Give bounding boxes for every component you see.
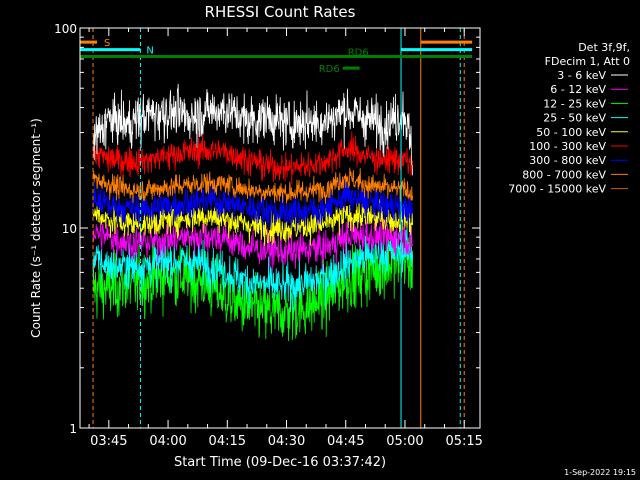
legend-entry-label: 800 - 7000 keV	[522, 168, 606, 181]
night-label: N	[146, 46, 153, 57]
legend-entry-label: 6 - 12 keV	[550, 83, 606, 96]
series-25-50-kev	[92, 220, 413, 313]
legend-entry-label: 7000 - 15000 keV	[508, 183, 606, 196]
rd6-label: RD6	[319, 64, 340, 75]
legend-entry-label: 25 - 50 keV	[543, 112, 606, 125]
x-tick-label: 05:15	[445, 434, 482, 449]
annotation-layer: S N RD6 RD6	[80, 28, 473, 428]
series-6-12-kev	[92, 215, 413, 273]
legend-entry-label: 3 - 6 keV	[557, 69, 606, 82]
series-100-300-kev	[92, 131, 413, 185]
x-axis-label: Start Time (09-Dec-16 03:37:42)	[174, 455, 386, 470]
series-3-6-kev	[92, 83, 413, 176]
y-tick-label: 100	[54, 22, 77, 36]
legend-entry-label: 300 - 800 keV	[529, 154, 606, 167]
legend-header: Det 3f,9f,	[578, 41, 630, 54]
axes-layer: 1 10 100 03:45 04:00 04:15 04:30 04:45 05:00 05:1…	[54, 22, 483, 449]
legend-header: FDecim 1, Att 0	[545, 55, 630, 68]
rd6-label: RD6	[348, 48, 369, 59]
series-300-800-kev	[92, 176, 413, 232]
x-tick-label: 04:45	[327, 434, 364, 449]
legend-entry-label: 100 - 300 keV	[529, 140, 606, 153]
attenuator-label: S	[104, 38, 110, 49]
y-tick-label: 1	[69, 422, 77, 436]
series-50-100-kev	[92, 199, 413, 246]
series-800-7000-kev	[92, 167, 413, 204]
footer-timestamp: 1-Sep-2022 19:15	[564, 468, 636, 477]
data-layer	[92, 83, 413, 342]
chart-title: RHESSI Count Rates	[205, 3, 356, 21]
y-axis-label: Count Rate (s⁻¹ detector segment⁻¹)	[29, 118, 43, 338]
x-tick-label: 04:30	[268, 434, 305, 449]
x-tick-label: 04:15	[209, 434, 246, 449]
x-tick-label: 05:00	[386, 434, 423, 449]
legend-entry-label: 50 - 100 keV	[536, 126, 606, 139]
x-tick-label: 03:45	[90, 434, 127, 449]
y-tick-label: 10	[62, 222, 77, 236]
legend-entry-label: 12 - 25 keV	[543, 97, 606, 110]
x-tick-label: 04:00	[149, 434, 186, 449]
